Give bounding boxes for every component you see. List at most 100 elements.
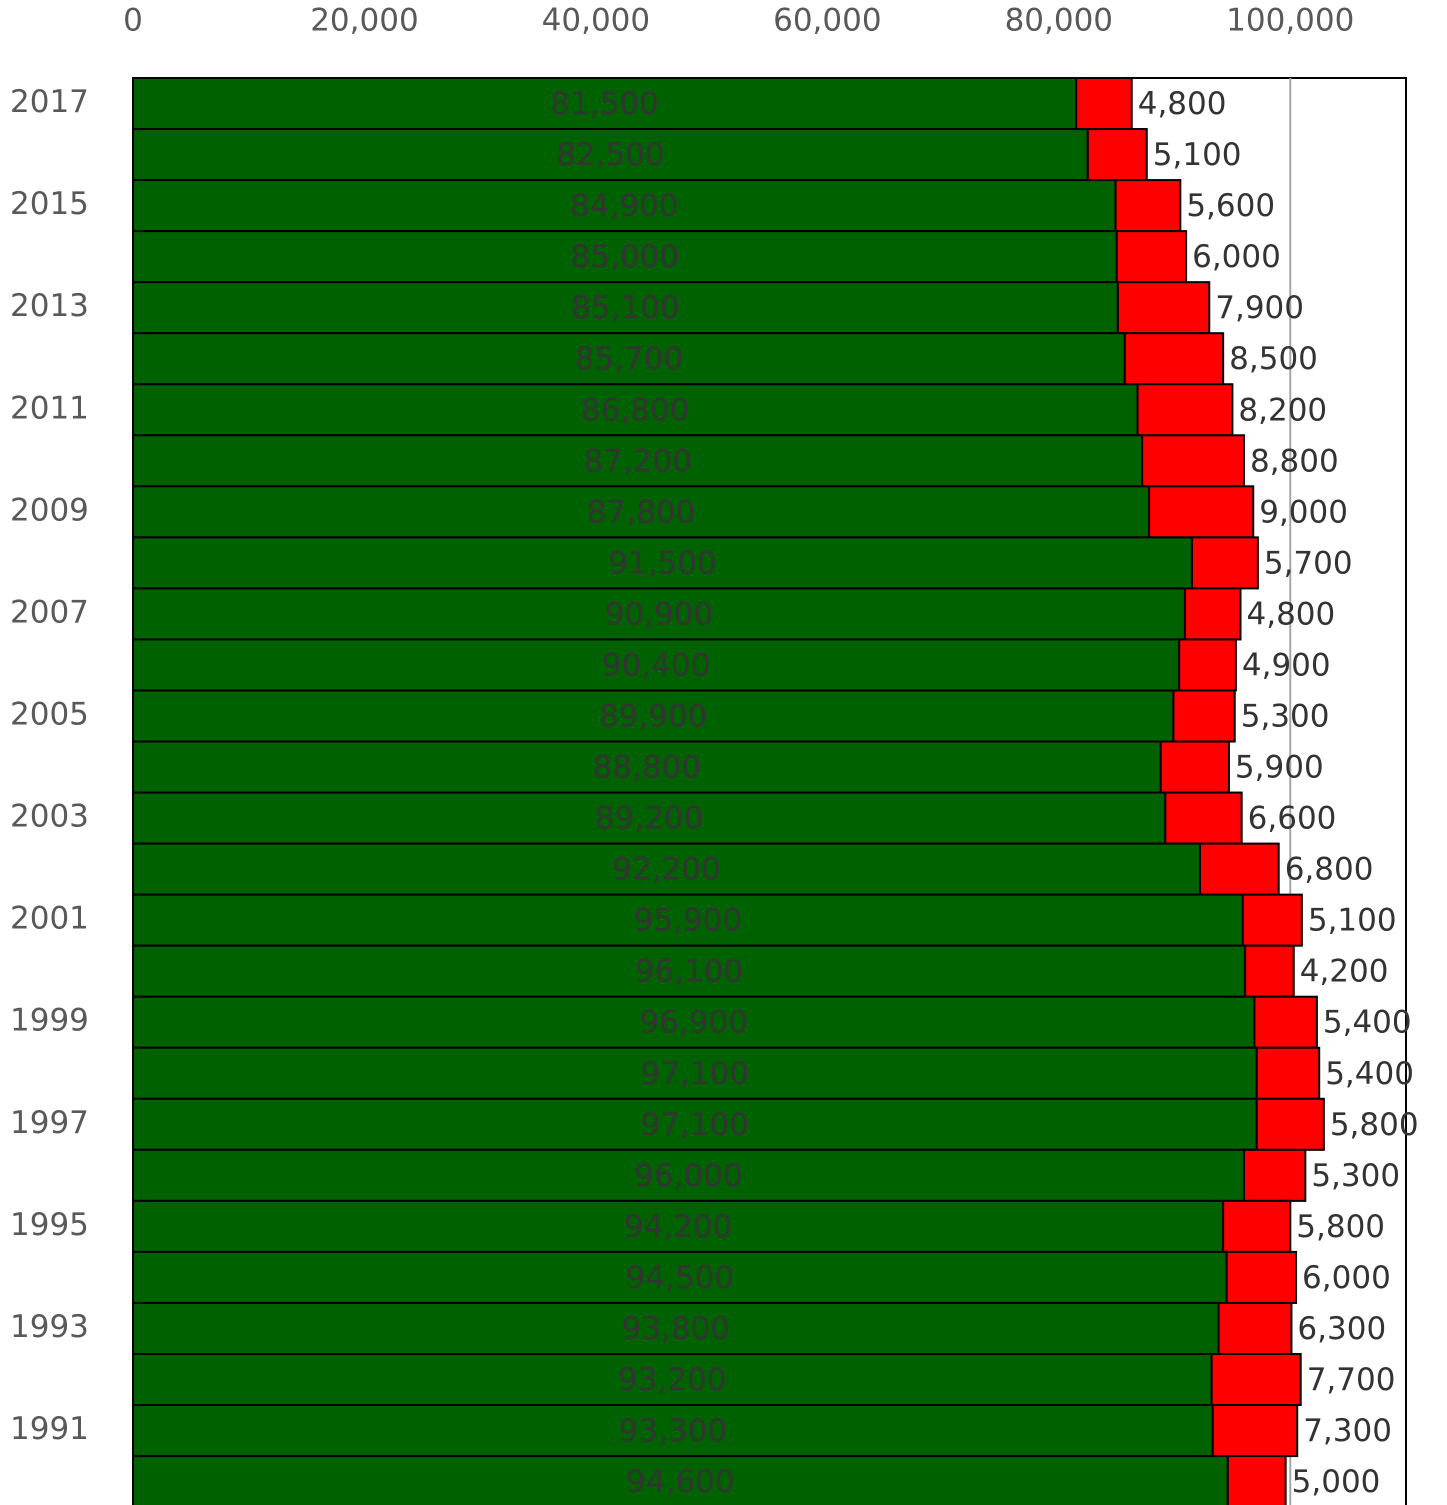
- data-label: 7,300: [1303, 1413, 1392, 1449]
- bar-segment: [1190, 536, 1259, 590]
- bar-segment: [1116, 281, 1211, 335]
- data-label: 96,900: [639, 1005, 747, 1041]
- bar-segment: [132, 1404, 1214, 1458]
- y-tick-label: 2003: [10, 799, 89, 835]
- bar-segment: [1241, 893, 1303, 947]
- bar-segment: [132, 1097, 1258, 1151]
- bar-segment: [1159, 740, 1230, 794]
- x-tick-label: 20,000: [310, 3, 418, 39]
- bar-segment: [1242, 1148, 1307, 1202]
- x-tick-label: 40,000: [542, 3, 650, 39]
- bar-segment: [132, 230, 1118, 284]
- data-label: 89,200: [595, 801, 703, 837]
- bar-segment: [132, 638, 1181, 692]
- data-label: 93,300: [619, 1413, 727, 1449]
- bar-segment: [132, 842, 1202, 896]
- data-label: 86,800: [581, 392, 689, 428]
- data-label: 5,300: [1241, 699, 1330, 735]
- bar-segment: [1086, 128, 1148, 182]
- data-label: 8,800: [1250, 443, 1339, 479]
- data-label: 96,000: [634, 1158, 742, 1194]
- y-tick-label: 2013: [10, 288, 89, 324]
- bar-segment: [1136, 383, 1234, 437]
- y-tick-label: 1991: [10, 1411, 89, 1447]
- bar-segment: [1226, 1455, 1287, 1505]
- bar-segment: [1114, 179, 1182, 233]
- data-label: 8,500: [1229, 341, 1318, 377]
- data-label: 4,200: [1300, 954, 1389, 990]
- data-label: 5,300: [1311, 1158, 1400, 1194]
- data-label: 87,800: [587, 494, 695, 530]
- data-label: 6,300: [1297, 1311, 1386, 1347]
- bar-segment: [132, 740, 1162, 794]
- bar-segment: [1225, 1250, 1298, 1304]
- data-label: 97,100: [641, 1107, 749, 1143]
- bar-segment: [132, 128, 1089, 182]
- bar-segment: [1075, 77, 1133, 131]
- y-tick-label: 1995: [10, 1207, 89, 1243]
- x-tick-label: 0: [123, 3, 143, 39]
- data-label: 94,200: [624, 1209, 732, 1245]
- bar-segment: [1199, 842, 1280, 896]
- x-tick-label: 80,000: [1005, 3, 1113, 39]
- bar-segment: [1211, 1404, 1299, 1458]
- bar-segment: [1115, 230, 1188, 284]
- y-tick-label: 1999: [10, 1003, 89, 1039]
- data-label: 6,000: [1302, 1260, 1391, 1296]
- data-label: 5,000: [1292, 1464, 1381, 1500]
- data-label: 90,900: [605, 596, 713, 632]
- y-tick-label: 2009: [10, 492, 89, 528]
- data-label: 93,200: [618, 1362, 726, 1398]
- y-tick-label: 2015: [10, 186, 89, 222]
- data-label: 5,100: [1153, 137, 1242, 173]
- data-label: 8,200: [1238, 392, 1327, 428]
- bar-segment: [1217, 1301, 1293, 1355]
- data-label: 88,800: [593, 750, 701, 786]
- data-label: 5,700: [1264, 545, 1353, 581]
- data-label: 6,600: [1248, 801, 1337, 837]
- data-label: 89,900: [599, 699, 707, 735]
- data-label: 7,900: [1215, 290, 1304, 326]
- data-label: 96,100: [635, 954, 743, 990]
- data-label: 5,900: [1235, 750, 1324, 786]
- bar-segment: [132, 1301, 1220, 1355]
- y-tick-label: 2017: [10, 84, 89, 120]
- data-label: 81,500: [550, 86, 658, 122]
- bar-segment: [132, 944, 1247, 998]
- bar-segment: [132, 1250, 1228, 1304]
- data-label: 84,900: [570, 188, 678, 224]
- data-label: 4,800: [1247, 596, 1336, 632]
- data-label: 4,900: [1242, 647, 1331, 683]
- x-tick-label: 60,000: [773, 3, 881, 39]
- data-label: 85,100: [571, 290, 679, 326]
- bar-segment: [132, 281, 1119, 335]
- data-label: 5,400: [1323, 1005, 1412, 1041]
- bar-segment: [1183, 587, 1242, 641]
- bar-segment: [1253, 995, 1318, 1049]
- y-tick-label: 2005: [10, 697, 89, 733]
- data-label: 85,000: [571, 239, 679, 275]
- data-label: 93,800: [622, 1311, 730, 1347]
- bar-segment: [132, 791, 1167, 845]
- data-label: 94,500: [626, 1260, 734, 1296]
- data-label: 97,100: [641, 1056, 749, 1092]
- x-tick-label: 100,000: [1226, 3, 1354, 39]
- data-label: 5,800: [1296, 1209, 1385, 1245]
- data-label: 90,400: [602, 647, 710, 683]
- data-label: 6,000: [1192, 239, 1281, 275]
- data-label: 4,800: [1138, 86, 1227, 122]
- bar-segment: [1141, 434, 1245, 488]
- bar-segment: [1148, 485, 1255, 539]
- data-label: 91,500: [608, 545, 716, 581]
- bar-segment: [132, 1455, 1229, 1505]
- data-label: 5,100: [1308, 903, 1397, 939]
- bar-segment: [132, 1046, 1258, 1100]
- y-tick-label: 2001: [10, 901, 89, 937]
- y-tick-label: 1993: [10, 1309, 89, 1345]
- y-tick-label: 1997: [10, 1105, 89, 1141]
- bar-segment: [1222, 1199, 1292, 1253]
- bar-segment: [1178, 638, 1237, 692]
- bar-segment: [1255, 1097, 1325, 1151]
- data-label: 7,700: [1307, 1362, 1396, 1398]
